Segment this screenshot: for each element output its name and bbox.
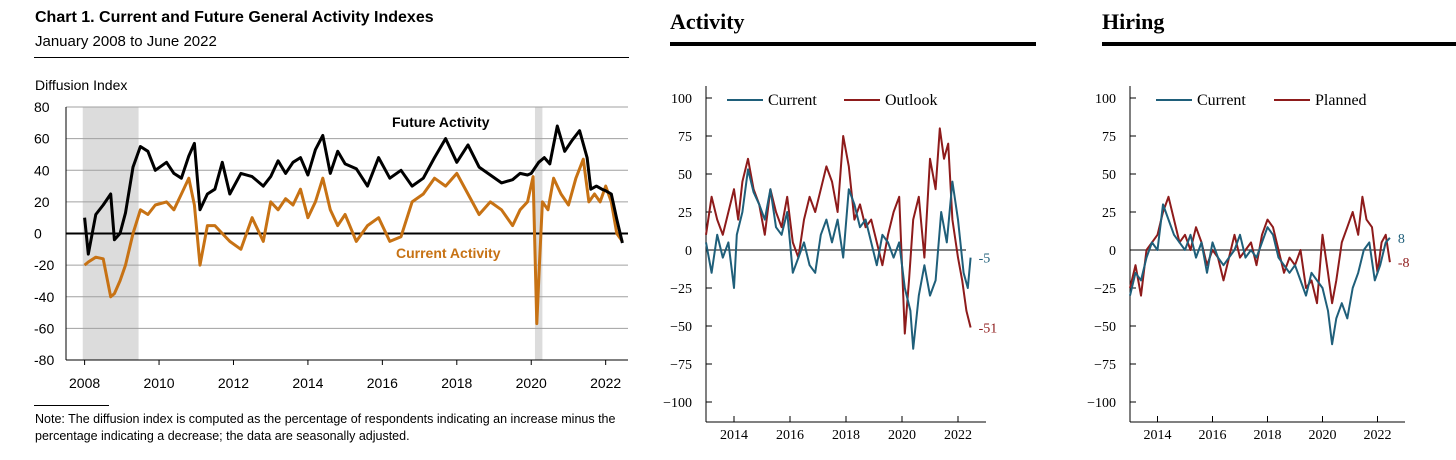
y-tick-label: -80 xyxy=(34,352,54,368)
y-tick-label: -40 xyxy=(34,289,54,305)
y-tick-label: 20 xyxy=(34,194,50,210)
y-tick-label: −75 xyxy=(670,358,692,373)
x-tick-label: 2014 xyxy=(1144,428,1172,443)
y-tick-label: −50 xyxy=(1094,320,1116,335)
future-activity-line xyxy=(83,124,624,256)
x-tick-label: 2012 xyxy=(218,375,249,391)
x-tick-label: 2014 xyxy=(292,375,323,391)
x-tick-label: 2020 xyxy=(888,428,916,443)
x-tick-label: 2022 xyxy=(590,375,621,391)
y-tick-label: −100 xyxy=(1087,396,1116,411)
chart1-title: Chart 1. Current and Future General Acti… xyxy=(35,9,434,26)
end-value-label: -51 xyxy=(979,322,998,337)
y-tick-label: −100 xyxy=(663,396,692,411)
chart3-panel: Hiring 100 75 50 25 0 −25 −50 −75 −100 2014 2016 20… xyxy=(1070,0,1456,460)
y-tick-label: 25 xyxy=(1102,206,1116,221)
chart1-subtitle: January 2008 to June 2022 xyxy=(35,33,217,50)
y-tick-label: 25 xyxy=(678,206,692,221)
y-tick-label: 0 xyxy=(34,226,42,242)
x-tick-label: 2020 xyxy=(1309,428,1337,443)
chart1-note: Note: The diffusion index is computed as… xyxy=(35,412,616,443)
y-tick-label: 80 xyxy=(34,99,50,115)
series-line-outlook xyxy=(705,127,972,335)
chart3-plot: 100 75 50 25 0 −25 −50 −75 −100 2014 2016 2018 2020 2… xyxy=(1087,86,1410,443)
chart1-title-rule xyxy=(34,57,629,58)
x-tick-label: 2016 xyxy=(1199,428,1227,443)
x-tick-label: 2014 xyxy=(720,428,748,443)
x-tick-label: 2018 xyxy=(1254,428,1282,443)
y-axis-title: Diffusion Index xyxy=(35,77,127,93)
current-activity-label: Current Activity xyxy=(396,245,501,261)
x-tick-label: 2018 xyxy=(832,428,860,443)
legend-label: Current xyxy=(768,92,817,109)
series-line-planned xyxy=(1129,195,1391,305)
chart2-plot: 100 75 50 25 0 −25 −50 −75 −100 2014 2016 2018 2020 2… xyxy=(663,86,998,443)
chart1-panel: Chart 1. Current and Future General Acti… xyxy=(0,0,650,460)
x-tick-label: 2008 xyxy=(69,375,100,391)
y-tick-label: 100 xyxy=(671,92,692,107)
y-tick-label: −75 xyxy=(1094,358,1116,373)
chart1-plot: Diffusion Index 80 60 40 20 0 -20 -40 -60 -80 2008… xyxy=(34,77,628,391)
future-activity-label: Future Activity xyxy=(392,114,490,130)
x-tick-label: 2010 xyxy=(143,375,174,391)
legend-label: Current xyxy=(1197,92,1246,109)
end-value-label: 8 xyxy=(1398,232,1405,247)
legend-label: Planned xyxy=(1315,92,1367,109)
y-tick-label: 75 xyxy=(678,130,692,145)
y-tick-label: 40 xyxy=(34,162,50,178)
chart2-title-rule xyxy=(670,42,1036,46)
end-value-label: -8 xyxy=(1398,256,1410,271)
y-tick-label: -60 xyxy=(34,320,54,336)
y-tick-label: 0 xyxy=(1109,244,1116,259)
note-rule xyxy=(34,405,109,406)
series-line-current xyxy=(1129,203,1391,346)
y-tick-label: −25 xyxy=(1094,282,1116,297)
end-value-label: -5 xyxy=(979,252,991,267)
series-line-current xyxy=(705,168,972,350)
x-tick-label: 2022 xyxy=(1364,428,1392,443)
y-tick-label: 75 xyxy=(1102,130,1116,145)
x-tick-label: 2018 xyxy=(441,375,472,391)
x-tick-label: 2020 xyxy=(516,375,547,391)
y-tick-label: 100 xyxy=(1095,92,1116,107)
y-tick-label: −50 xyxy=(670,320,692,335)
x-tick-label: 2016 xyxy=(776,428,804,443)
legend-label: Outlook xyxy=(885,92,937,109)
y-tick-label: 50 xyxy=(1102,168,1116,183)
y-tick-label: -20 xyxy=(34,257,54,273)
y-tick-label: −25 xyxy=(670,282,692,297)
chart2-title: Activity xyxy=(670,9,745,34)
y-tick-label: 50 xyxy=(678,168,692,183)
y-tick-label: 60 xyxy=(34,131,50,147)
chart3-title-rule xyxy=(1102,42,1456,46)
x-tick-label: 2016 xyxy=(367,375,398,391)
y-tick-label: 0 xyxy=(685,244,692,259)
current-activity-line xyxy=(83,157,624,326)
x-tick-label: 2022 xyxy=(944,428,972,443)
chart2-panel: Activity 100 75 50 25 0 −25 −50 −75 −100 2014 2016… xyxy=(650,0,1050,460)
chart3-title: Hiring xyxy=(1102,9,1165,34)
